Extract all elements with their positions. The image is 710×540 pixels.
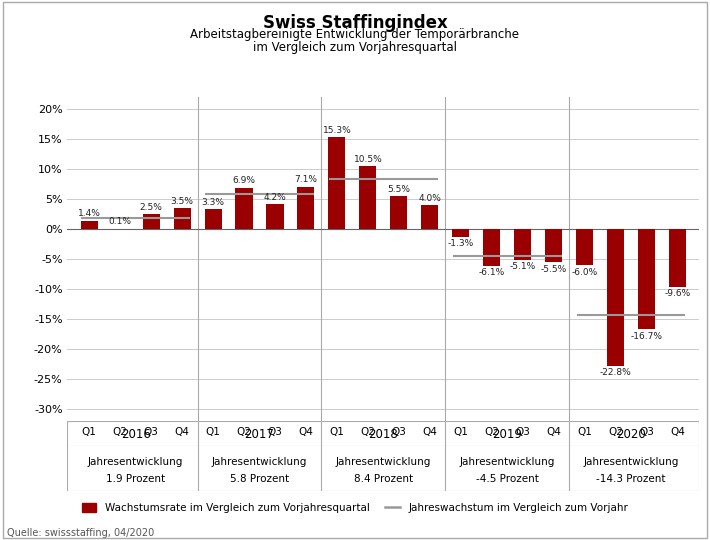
Text: -6.1%: -6.1% [479, 268, 505, 277]
Text: 2.5%: 2.5% [140, 203, 163, 212]
Text: -22.8%: -22.8% [600, 368, 632, 377]
Text: 1.4%: 1.4% [77, 210, 101, 218]
Text: 2018: 2018 [368, 428, 398, 441]
Text: -5.1%: -5.1% [510, 262, 536, 271]
Bar [359, 166, 376, 229]
Bar [204, 210, 222, 229]
Bar [391, 196, 408, 229]
Bar [111, 228, 129, 229]
Bar [173, 208, 190, 229]
Bar [514, 229, 531, 260]
Text: 1.9 Prozent: 1.9 Prozent [106, 474, 165, 483]
Text: -4.5 Prozent: -4.5 Prozent [476, 474, 539, 483]
Bar [297, 187, 315, 229]
Text: 3.3%: 3.3% [202, 198, 224, 207]
Text: Jahresentwicklung: Jahresentwicklung [336, 456, 431, 467]
Text: -16.7%: -16.7% [630, 332, 662, 341]
Bar [669, 229, 686, 287]
Text: Arbeitstagbereinigte Entwicklung der Temporärbranche: Arbeitstagbereinigte Entwicklung der Tem… [190, 28, 520, 41]
Text: Swiss Staffingindex: Swiss Staffingindex [263, 14, 447, 31]
Text: Jahresentwicklung: Jahresentwicklung [584, 456, 679, 467]
Text: 5.5%: 5.5% [388, 185, 410, 194]
Bar [607, 229, 624, 366]
Text: 2016: 2016 [121, 428, 151, 441]
Bar [452, 229, 469, 237]
Bar [329, 137, 346, 229]
Text: 2019: 2019 [492, 428, 523, 441]
Text: Jahresentwicklung: Jahresentwicklung [459, 456, 555, 467]
Text: Jahresentwicklung: Jahresentwicklung [212, 456, 307, 467]
Text: 4.2%: 4.2% [263, 193, 286, 201]
Text: 15.3%: 15.3% [322, 126, 351, 135]
Bar [577, 229, 594, 265]
Text: 5.8 Prozent: 5.8 Prozent [230, 474, 289, 483]
Text: 4.0%: 4.0% [418, 194, 442, 203]
Text: 2017: 2017 [244, 428, 275, 441]
Text: 2020: 2020 [616, 428, 646, 441]
Text: 3.5%: 3.5% [170, 197, 194, 206]
Text: 8.4 Prozent: 8.4 Prozent [354, 474, 413, 483]
Bar [421, 205, 438, 229]
Text: -5.5%: -5.5% [540, 265, 567, 274]
Bar [143, 214, 160, 229]
Text: 10.5%: 10.5% [354, 155, 382, 164]
Text: im Vergleich zum Vorjahresquartal: im Vergleich zum Vorjahresquartal [253, 41, 457, 54]
Bar [236, 188, 253, 229]
Text: -9.6%: -9.6% [665, 289, 691, 298]
Bar [484, 229, 501, 266]
Text: -6.0%: -6.0% [572, 268, 598, 276]
Text: 0.1%: 0.1% [109, 217, 131, 226]
Text: 7.1%: 7.1% [295, 175, 317, 184]
Bar [81, 221, 98, 229]
Legend: Wachstumsrate im Vergleich zum Vorjahresquartal, Jahreswachstum im Vergleich zum: Wachstumsrate im Vergleich zum Vorjahres… [82, 503, 628, 513]
Text: 6.9%: 6.9% [232, 177, 256, 185]
Text: Jahresentwicklung: Jahresentwicklung [88, 456, 183, 467]
Text: Quelle: swissstaffing, 04/2020: Quelle: swissstaffing, 04/2020 [7, 528, 154, 538]
Bar [638, 229, 655, 329]
Bar [266, 204, 283, 229]
Text: -1.3%: -1.3% [448, 239, 474, 248]
Bar [545, 229, 562, 262]
Text: -14.3 Prozent: -14.3 Prozent [596, 474, 666, 483]
